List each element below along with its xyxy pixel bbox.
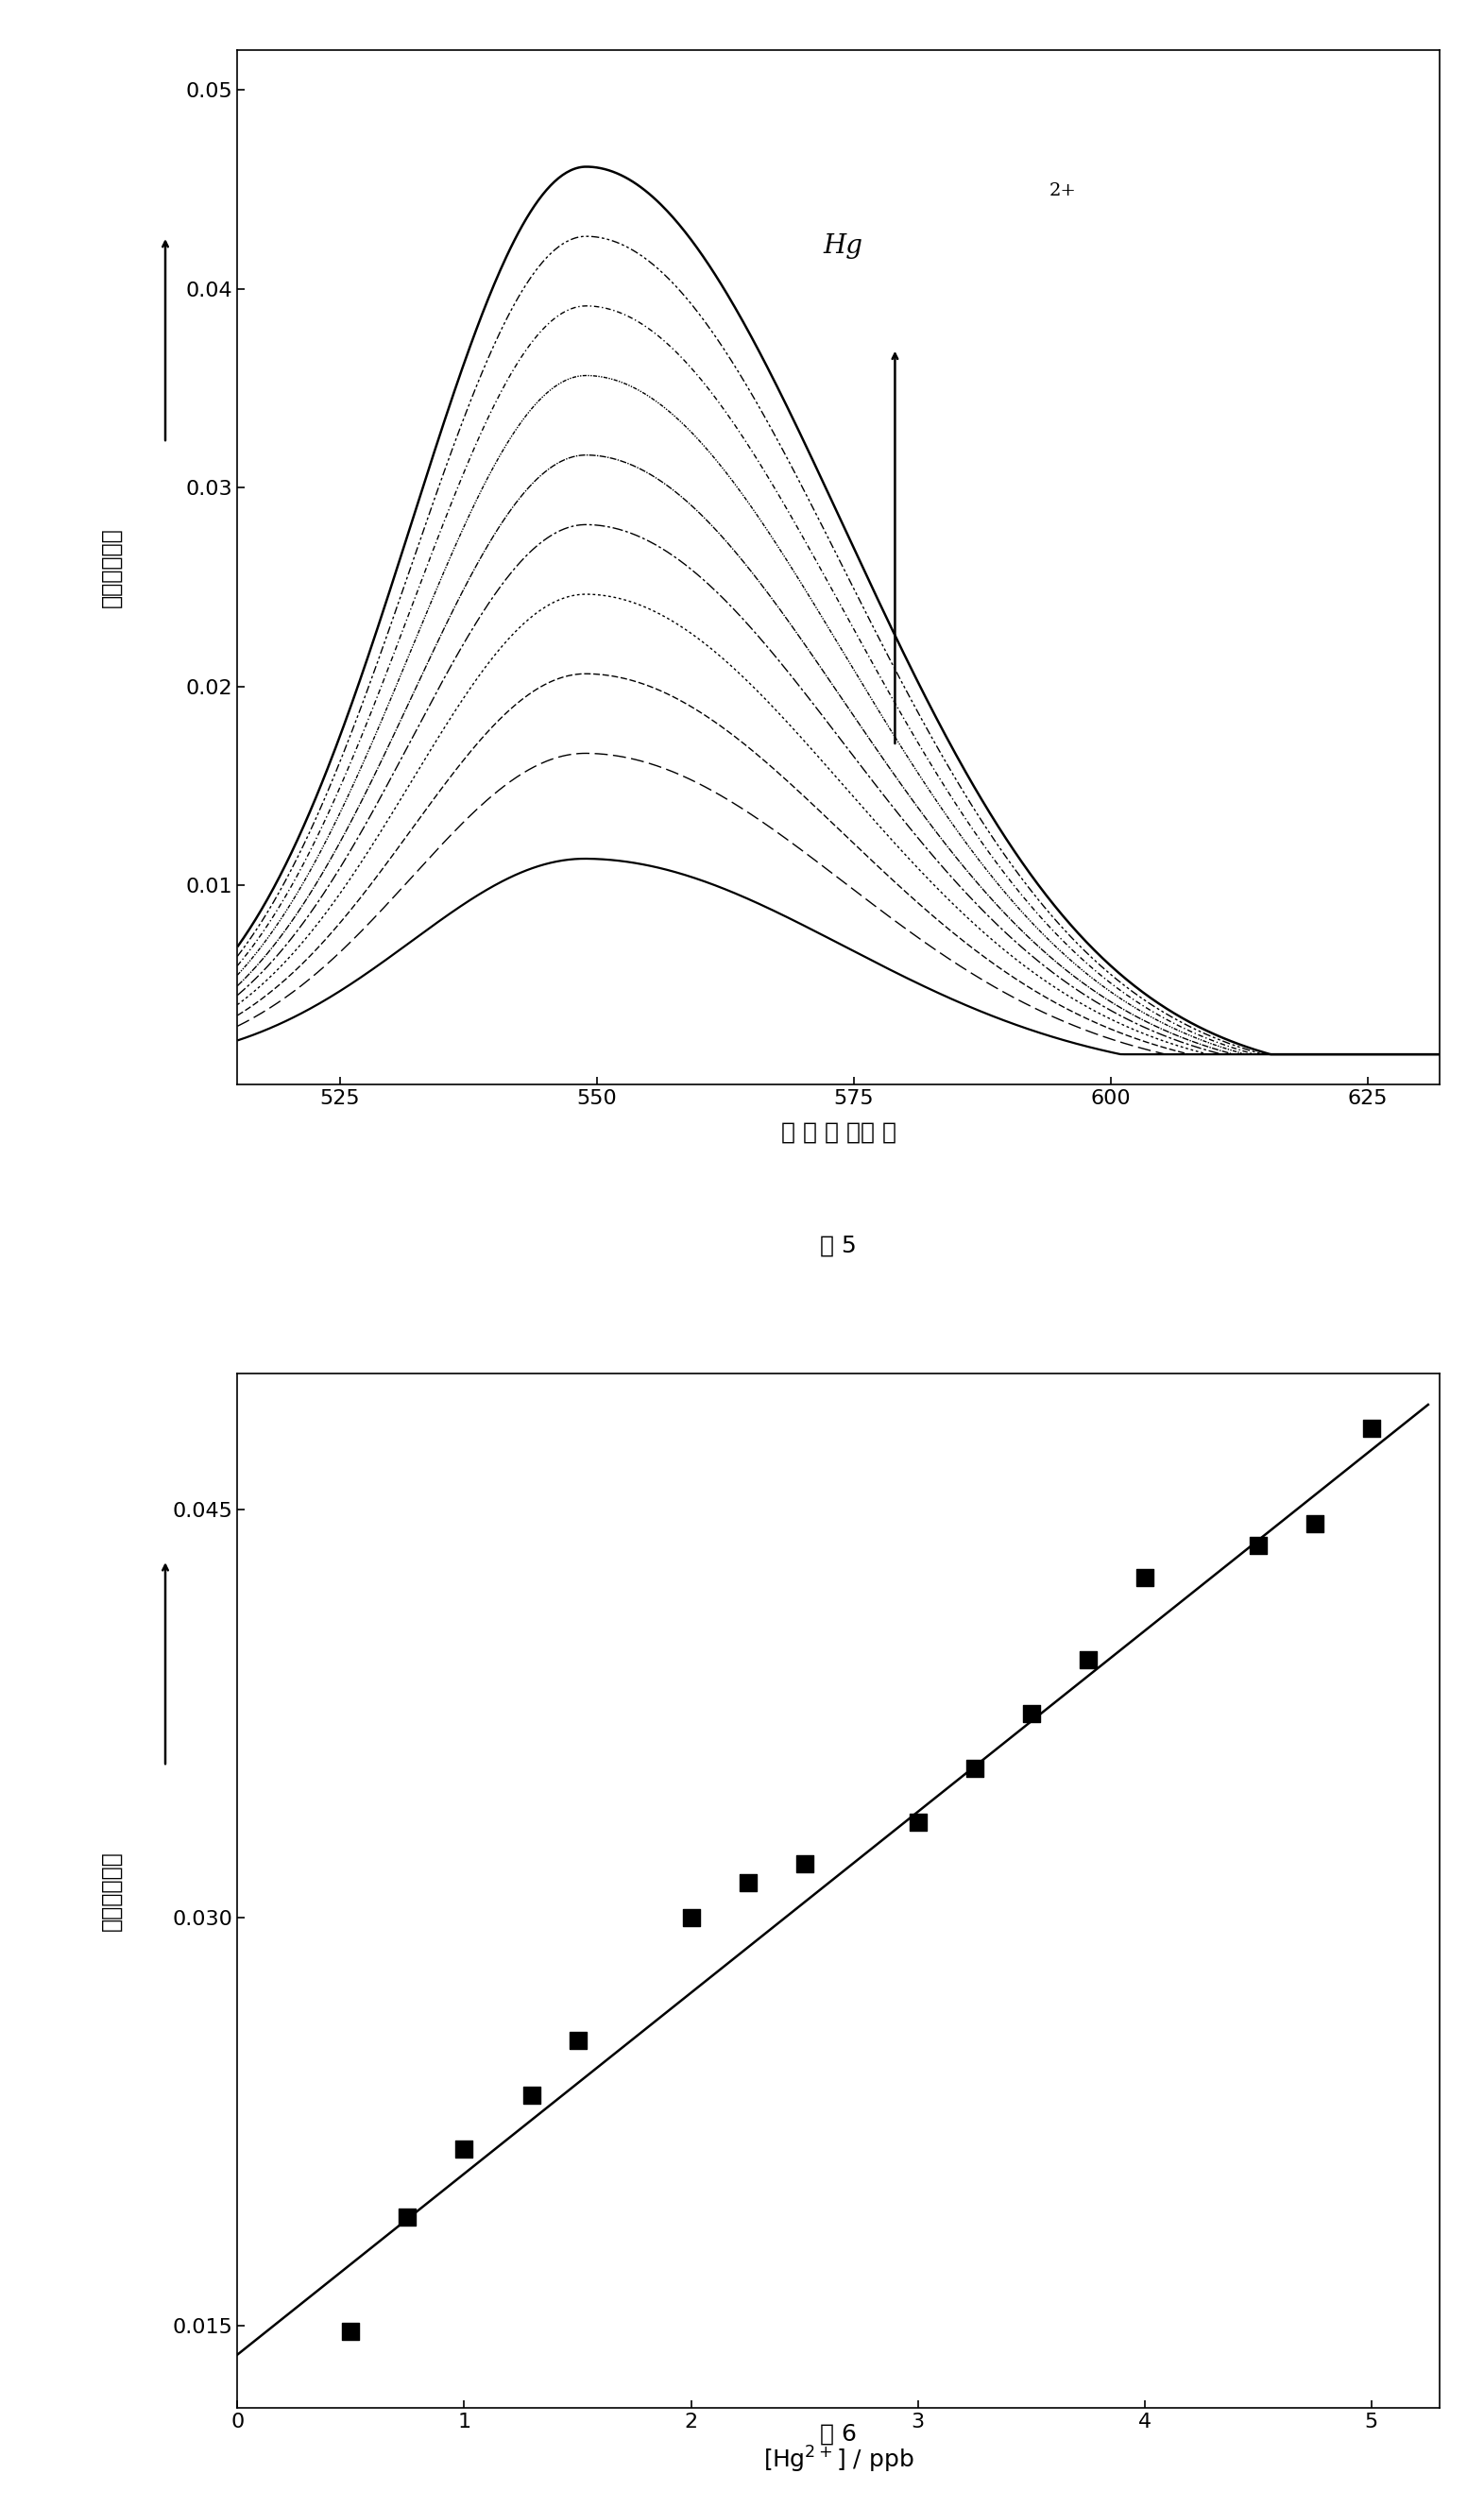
X-axis label: 波 长 （ 纳米 ）: 波 长 （ 纳米 ） bbox=[781, 1121, 896, 1144]
X-axis label: [Hg$^{2+}$] / ppb: [Hg$^{2+}$] / ppb bbox=[763, 2445, 914, 2475]
Point bbox=[396, 2197, 420, 2237]
Point bbox=[905, 1803, 929, 1843]
Text: 图 5: 图 5 bbox=[821, 1234, 856, 1257]
Text: 相对荧光强度: 相对荧光强度 bbox=[99, 527, 123, 607]
Point bbox=[521, 2074, 545, 2114]
Point bbox=[1303, 1502, 1327, 1542]
Text: 2+: 2+ bbox=[1049, 183, 1076, 198]
Point bbox=[453, 2129, 476, 2169]
Point bbox=[1020, 1693, 1043, 1733]
Point bbox=[1132, 1557, 1156, 1598]
Point bbox=[338, 2312, 362, 2353]
Point bbox=[1076, 1640, 1100, 1680]
Point bbox=[963, 1748, 987, 1788]
Point bbox=[736, 1863, 760, 1904]
Point bbox=[1247, 1525, 1270, 1565]
Point bbox=[1359, 1407, 1383, 1447]
Text: Hg: Hg bbox=[824, 233, 862, 258]
Point bbox=[792, 1843, 816, 1884]
Point bbox=[565, 2021, 589, 2062]
Point bbox=[680, 1899, 703, 1939]
Text: 荧光相对强度: 荧光相对强度 bbox=[99, 1851, 123, 1931]
Text: 图 6: 图 6 bbox=[821, 2423, 856, 2445]
